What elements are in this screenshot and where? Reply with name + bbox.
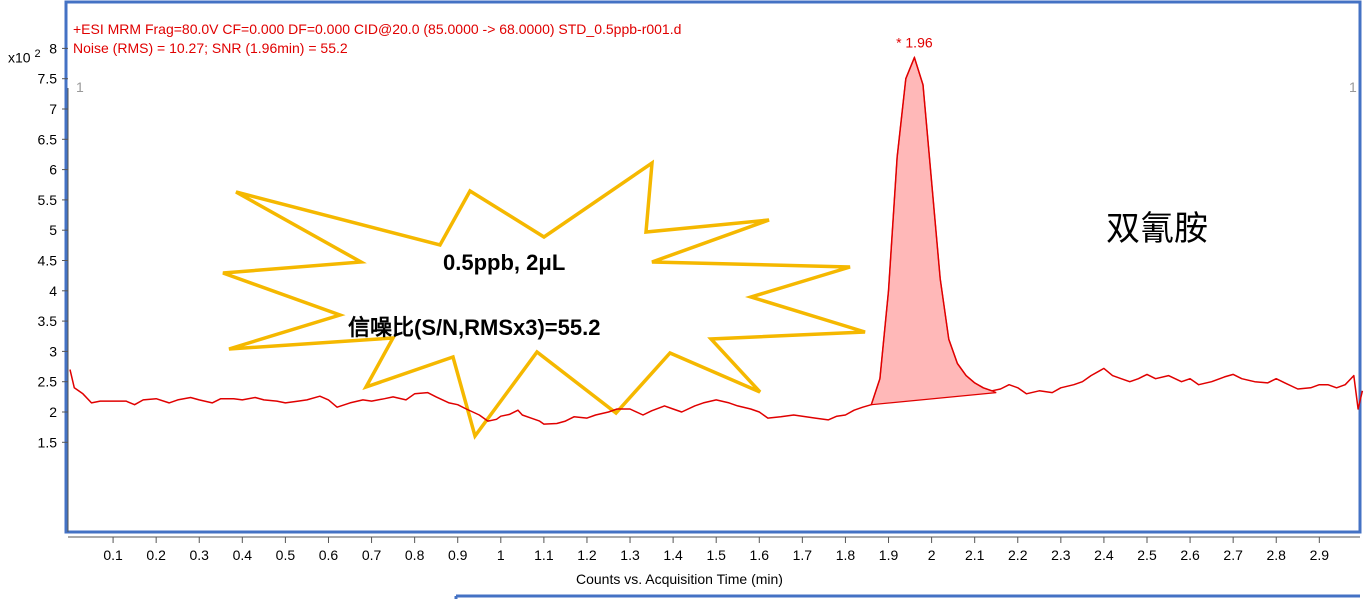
burst-callout	[222, 159, 866, 440]
y-tick-label: 7	[49, 101, 57, 117]
y-exponent-power: 2	[34, 48, 41, 60]
x-tick-label: 2.8	[1267, 547, 1287, 563]
compound-name: 双氰胺	[1106, 209, 1208, 249]
x-tick-label: 1.8	[836, 547, 856, 563]
chromatogram-trace	[69, 56, 1364, 425]
x-tick-label: 0.5	[276, 547, 296, 563]
x-tick-label: 2.1	[965, 547, 985, 563]
burst-text-concentration: 0.5ppb, 2μL	[443, 250, 566, 275]
y-tick-label: 8	[49, 40, 57, 56]
x-tick-label: 2.9	[1310, 547, 1330, 563]
x-tick-label: 0.9	[448, 547, 468, 563]
y-tick-label: 1.5	[38, 434, 58, 450]
chart-header-line1: +ESI MRM Frag=80.0V CF=0.000 DF=0.000 CI…	[73, 21, 682, 37]
chart-header-line2: Noise (RMS) = 10.27; SNR (1.96min) = 55.…	[73, 40, 348, 56]
y-tick-label: 3.5	[38, 313, 58, 329]
y-tick-label: 4.5	[38, 253, 58, 269]
x-tick-label: 2.7	[1223, 547, 1243, 563]
x-tick-label: 1.1	[534, 547, 554, 563]
x-tick-label: 0.2	[146, 547, 166, 563]
corner-label-right: 1	[1349, 79, 1357, 95]
x-tick-label: 0.6	[319, 547, 339, 563]
x-tick-label: 1.2	[577, 547, 597, 563]
x-tick-label: 2.6	[1180, 547, 1200, 563]
x-tick-label: 0.3	[190, 547, 210, 563]
y-tick-label: 2.5	[38, 374, 58, 390]
x-tick-label: 2.2	[1008, 547, 1028, 563]
y-tick-label: 4	[49, 283, 57, 299]
x-tick-label: 1.3	[620, 547, 640, 563]
x-tick-label: 1.4	[663, 547, 683, 563]
x-tick-label: 1.6	[750, 547, 770, 563]
x-tick-label: 2.5	[1137, 547, 1157, 563]
y-tick-label: 6	[49, 162, 57, 178]
x-tick-label: 1.9	[879, 547, 899, 563]
y-tick-label: 5	[49, 222, 57, 238]
x-tick-label: 1.7	[793, 547, 813, 563]
peak-label: * 1.96	[896, 34, 933, 50]
x-tick-label: 0.7	[362, 547, 382, 563]
x-axis-label: Counts vs. Acquisition Time (min)	[576, 571, 783, 587]
x-tick-label: 1	[497, 547, 505, 563]
x-tick-label: 2	[928, 547, 936, 563]
y-exponent-base: x10	[8, 49, 31, 66]
x-tick-label: 1.5	[706, 547, 726, 563]
x-tick-label: 0.1	[103, 547, 123, 563]
burst-text-snr: 信噪比(S/N,RMSx3)=55.2	[348, 315, 601, 340]
y-tick-label: 6.5	[38, 131, 58, 147]
y-exponent-label: x10 2	[8, 48, 41, 66]
y-tick-label: 2	[49, 404, 57, 420]
x-tick-label: 0.4	[233, 547, 253, 563]
plot-frame	[64, 0, 1362, 534]
peak-area-fill	[870, 55, 997, 406]
y-tick-label: 7.5	[38, 71, 58, 87]
corner-label-left: 1	[76, 79, 84, 95]
x-tick-label: 0.8	[405, 547, 425, 563]
x-tick-label: 2.4	[1094, 547, 1114, 563]
x-tick-label: 2.3	[1051, 547, 1071, 563]
y-tick-label: 3	[49, 343, 57, 359]
y-tick-label: 5.5	[38, 192, 58, 208]
